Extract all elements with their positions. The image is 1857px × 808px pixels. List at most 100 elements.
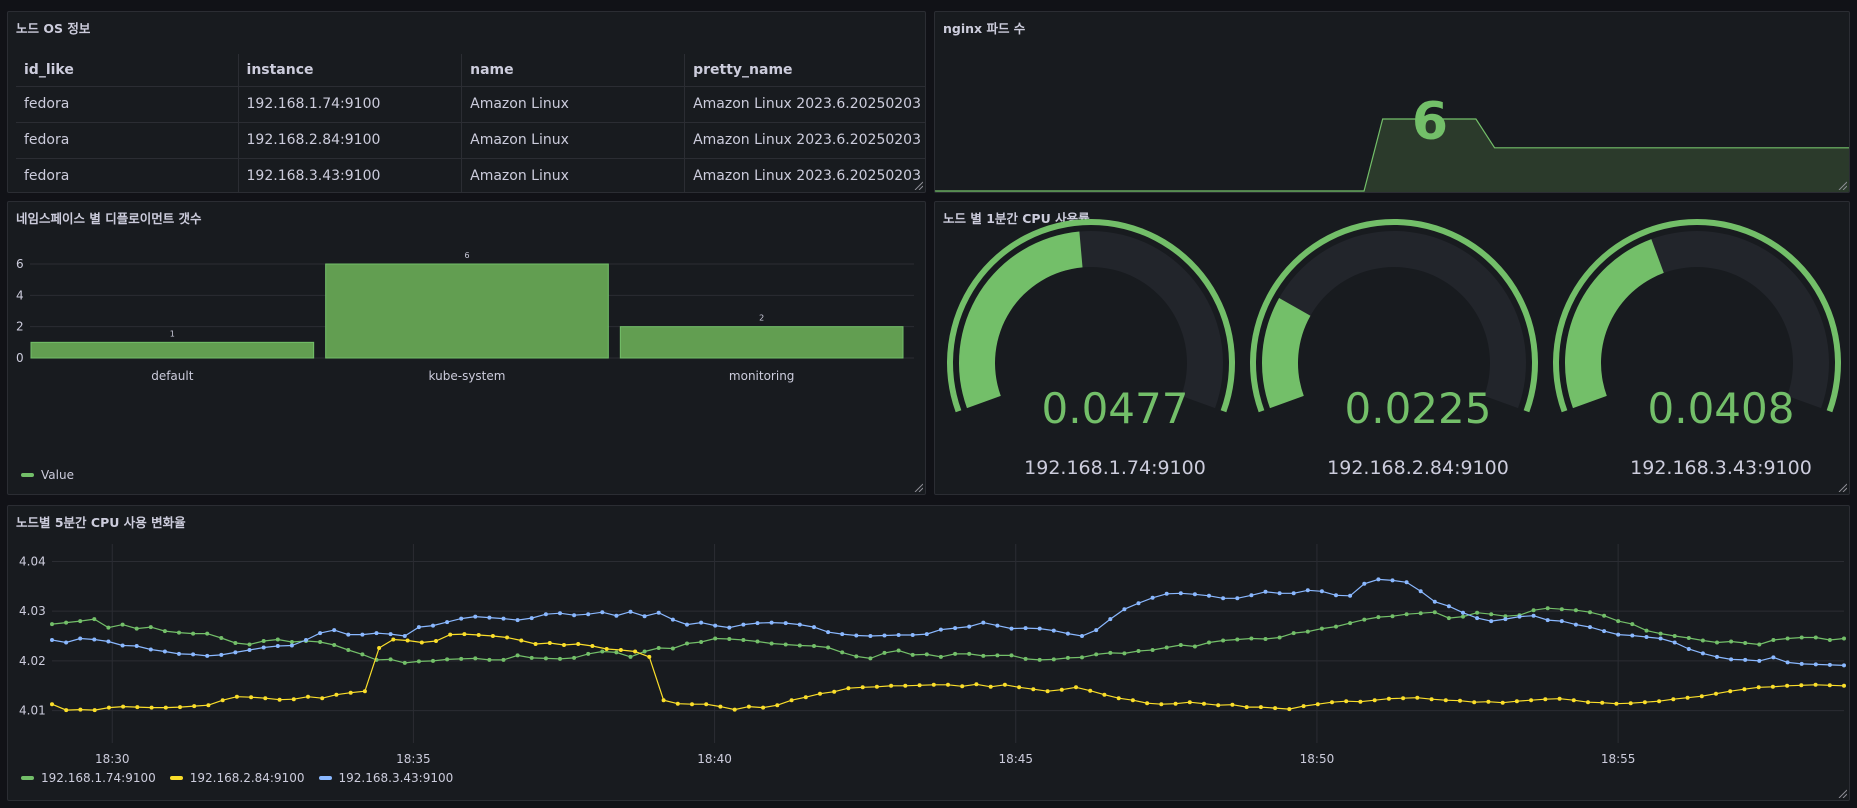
- bar: [619, 326, 904, 359]
- resize-handle-icon[interactable]: [914, 181, 923, 190]
- data-point: [1489, 619, 1494, 624]
- data-point: [1475, 616, 1480, 621]
- data-point: [558, 656, 562, 661]
- data-point: [1187, 700, 1192, 705]
- data-point: [1588, 610, 1592, 615]
- data-point: [1472, 700, 1477, 705]
- nginx-pods-panel: nginx 파드 수 6: [934, 11, 1850, 193]
- data-point: [1362, 617, 1367, 622]
- legend-item[interactable]: 192.168.2.84:9100: [169, 771, 305, 785]
- data-point: [874, 684, 879, 689]
- data-point: [558, 611, 562, 616]
- data-point: [1531, 608, 1536, 613]
- table-cell: 192.168.2.84:9100: [237, 122, 462, 159]
- data-point: [92, 617, 97, 622]
- data-point: [1614, 701, 1619, 706]
- data-point: [797, 622, 802, 627]
- data-point: [1715, 640, 1719, 645]
- data-point: [529, 655, 534, 660]
- data-point: [572, 655, 577, 660]
- gauge-label: 192.168.2.84:9100: [1327, 457, 1509, 479]
- column-header[interactable]: id_like: [16, 54, 239, 87]
- data-point: [1334, 624, 1338, 629]
- data-point: [431, 623, 435, 628]
- bar-value-label: 6: [464, 251, 469, 260]
- gauge-fill: [1262, 298, 1311, 409]
- data-point: [1386, 696, 1391, 701]
- data-point: [1315, 702, 1320, 707]
- data-point: [1108, 650, 1113, 655]
- data-point: [1443, 698, 1448, 703]
- data-point: [685, 641, 689, 646]
- gauge-label: 192.168.1.74:9100: [1024, 457, 1206, 479]
- table-cell: Amazon Linux: [461, 86, 685, 123]
- legend-item[interactable]: Value: [21, 468, 74, 482]
- data-point: [1122, 651, 1127, 656]
- data-point: [459, 656, 464, 661]
- data-point: [1244, 705, 1249, 710]
- x-tick-label: 18:30: [95, 752, 130, 766]
- data-point: [1686, 647, 1691, 651]
- data-point: [868, 656, 873, 661]
- resize-handle-icon[interactable]: [1838, 483, 1847, 492]
- data-point: [1401, 696, 1406, 701]
- data-point: [1334, 593, 1338, 598]
- column-header[interactable]: instance: [237, 54, 462, 87]
- resize-handle-icon[interactable]: [1838, 789, 1847, 798]
- data-point: [515, 653, 520, 658]
- legend-item[interactable]: 192.168.1.74:9100: [21, 771, 156, 785]
- table-cell: fedora: [16, 122, 239, 159]
- data-point: [924, 652, 929, 657]
- y-tick-label: 2: [16, 320, 24, 334]
- y-tick-label: 4.01: [19, 704, 46, 718]
- data-point: [519, 638, 524, 643]
- data-point: [670, 617, 675, 622]
- data-point: [374, 631, 379, 636]
- resize-handle-icon[interactable]: [914, 483, 923, 492]
- data-point: [134, 626, 139, 631]
- data-point: [219, 652, 224, 657]
- data-point: [586, 612, 591, 617]
- x-tick-label: 18:35: [396, 752, 431, 766]
- y-tick-label: 4.02: [19, 654, 46, 668]
- data-point: [783, 621, 788, 626]
- chart-legend: 192.168.1.74:9100 192.168.2.84:9100 192.…: [21, 771, 467, 785]
- data-point: [1376, 577, 1381, 582]
- data-point: [318, 640, 323, 644]
- resize-handle-icon[interactable]: [1838, 181, 1847, 190]
- data-point: [917, 683, 922, 688]
- data-point: [1192, 592, 1197, 597]
- data-point: [656, 646, 661, 650]
- data-point: [360, 652, 365, 657]
- data-point: [1714, 691, 1718, 696]
- nginx-sparkline: [935, 118, 1849, 192]
- data-point: [543, 656, 548, 661]
- legend-item[interactable]: 192.168.3.43:9100: [318, 771, 454, 785]
- data-point: [1263, 589, 1268, 594]
- data-point: [476, 633, 481, 637]
- data-point: [78, 707, 83, 712]
- column-header[interactable]: pretty_name: [684, 54, 925, 87]
- data-point: [445, 657, 450, 662]
- legend-label: 192.168.3.43:9100: [338, 771, 454, 785]
- gauge-fill: [1565, 239, 1664, 409]
- deployments-bar-chart: 0 2 4 6 1 default 6 kube-system 2 monitoring: [16, 251, 914, 383]
- data-point: [1159, 702, 1164, 707]
- data-point: [1376, 615, 1381, 620]
- data-point: [727, 637, 732, 641]
- column-header[interactable]: name: [461, 54, 685, 87]
- table-cell: Amazon Linux: [461, 122, 685, 159]
- data-point: [1059, 687, 1064, 692]
- data-point: [647, 654, 652, 659]
- data-point: [1051, 657, 1056, 662]
- data-point: [1045, 689, 1050, 694]
- data-point: [1358, 699, 1363, 704]
- data-point: [1173, 701, 1178, 706]
- x-tick-label: monitoring: [729, 369, 795, 383]
- data-point: [1390, 614, 1395, 619]
- data-point: [1221, 596, 1226, 601]
- data-point: [1842, 663, 1846, 668]
- data-point: [889, 683, 894, 688]
- data-point: [1461, 614, 1465, 619]
- data-point: [120, 643, 125, 648]
